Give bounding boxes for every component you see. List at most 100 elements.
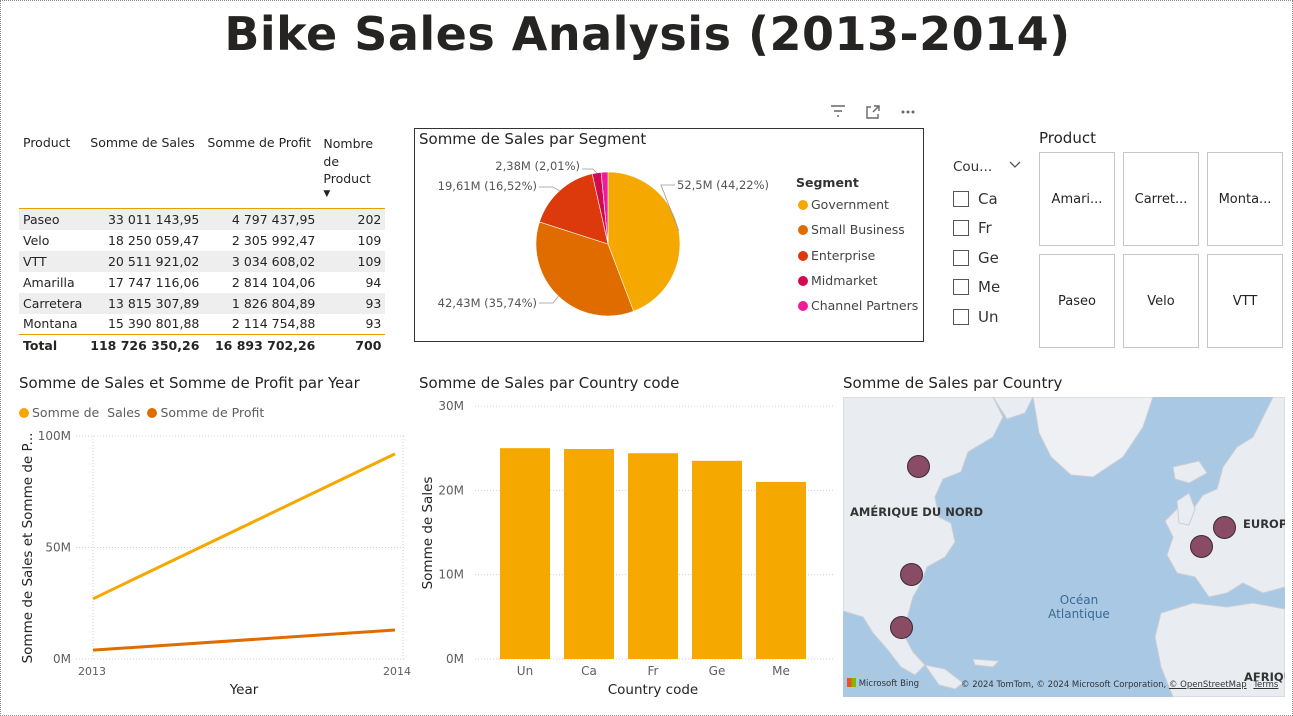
col-header-product[interactable]: Product bbox=[23, 135, 71, 150]
cell-count: 93 bbox=[365, 316, 382, 332]
col-header-sales[interactable]: Somme de Sales bbox=[90, 135, 195, 150]
table-row[interactable]: VTT 20 511 921,02 3 034 608,02 109 bbox=[19, 250, 386, 272]
cell-count: 94 bbox=[365, 274, 382, 290]
osm-link[interactable]: © OpenStreetMap bbox=[1168, 680, 1247, 690]
product-tile-label: Monta... bbox=[1218, 191, 1272, 207]
checkbox[interactable] bbox=[953, 220, 969, 237]
filter-icon[interactable] bbox=[830, 104, 846, 122]
map-bubble-france[interactable] bbox=[1190, 535, 1213, 558]
product-tile[interactable]: Paseo bbox=[1039, 254, 1115, 348]
slicer-item-me[interactable]: Me bbox=[953, 273, 1029, 303]
segment-pie-visual[interactable]: Somme de Sales par Segment 52,5M (44,22%… bbox=[414, 128, 924, 342]
col-header-profit[interactable]: Somme de Profit bbox=[207, 135, 312, 150]
bing-logo: Microsoft Bing bbox=[847, 678, 919, 689]
bar-chart-title: Somme de Sales par Country code bbox=[419, 374, 680, 392]
map-label-europe: EUROPE bbox=[1243, 517, 1285, 531]
pie-legend-title: Segment bbox=[796, 175, 859, 190]
bar-ca[interactable] bbox=[564, 449, 614, 659]
slicer-item-label: Fr bbox=[978, 219, 992, 238]
checkbox[interactable] bbox=[953, 190, 969, 207]
bar-fr[interactable] bbox=[628, 453, 678, 659]
line-series-sales[interactable] bbox=[92, 452, 396, 601]
legend-item-sales[interactable]: Somme de Sales bbox=[19, 405, 140, 420]
legend-item-small-business[interactable]: Small Business bbox=[798, 222, 918, 247]
map-label-ocean: Océan Atlantique bbox=[1048, 593, 1110, 621]
terms-link[interactable]: Terms bbox=[1253, 680, 1279, 690]
product-tile-label: Carret... bbox=[1134, 191, 1188, 207]
more-options-icon[interactable] bbox=[900, 104, 916, 124]
legend-item-profit[interactable]: Somme de Profit bbox=[147, 405, 264, 420]
line-chart[interactable]: 0M 50M 100M 2013 2014 Year Somme de Sales et S… bbox=[1, 421, 411, 711]
legend-item-midmarket[interactable]: Midmarket bbox=[798, 273, 918, 298]
legend-dot bbox=[798, 250, 808, 261]
slicer-item-fr[interactable]: Fr bbox=[953, 214, 1029, 244]
product-tile[interactable]: Monta... bbox=[1207, 152, 1283, 246]
pie-leader-line bbox=[539, 186, 560, 192]
cell-product: Paseo bbox=[19, 208, 87, 230]
bar-me[interactable] bbox=[756, 481, 806, 659]
table-row[interactable]: Amarilla 17 747 116,06 2 814 104,06 94 bbox=[19, 272, 385, 293]
pie-leader-line bbox=[660, 184, 680, 232]
bar-chart[interactable]: 0M 10M 20M 30M Un Ca Fr Ge Me Country code Somme d… bbox=[411, 393, 841, 703]
x-tick-label: 2013 bbox=[78, 665, 106, 678]
y-tick-label: 30M bbox=[438, 399, 464, 413]
cell-product: Carretera bbox=[19, 292, 87, 314]
chevron-down-icon[interactable] bbox=[1009, 157, 1021, 173]
legend-item-enterprise[interactable]: Enterprise bbox=[798, 248, 918, 273]
cell-count: 202 bbox=[319, 208, 386, 230]
x-tick-label: Ca bbox=[581, 664, 597, 678]
bar-ge[interactable] bbox=[692, 460, 742, 659]
checkbox[interactable] bbox=[953, 308, 969, 325]
col-header-count[interactable]: Nombre de Product ▼ bbox=[323, 136, 374, 199]
total-profit: 16 893 702,26 bbox=[203, 334, 320, 357]
cell-product: Amarilla bbox=[23, 274, 75, 290]
y-tick-label: 20M bbox=[438, 483, 464, 497]
product-tile[interactable]: Velo bbox=[1123, 254, 1199, 348]
slicer-item-ca[interactable]: Ca bbox=[953, 184, 1029, 214]
product-tile-label: VTT bbox=[1232, 293, 1258, 309]
map-bubble-mexico[interactable] bbox=[890, 616, 913, 639]
pie-chart[interactable]: 52,5M (44,22%) 42,43M (35,74%) 19,61M (16,… bbox=[415, 129, 925, 343]
sort-desc-icon[interactable]: ▼ bbox=[323, 188, 331, 199]
focus-mode-icon[interactable] bbox=[865, 104, 881, 124]
table-row[interactable]: Paseo 33 011 143,95 4 797 437,95 202 bbox=[19, 208, 386, 230]
slicer-item-un[interactable]: Un bbox=[953, 302, 1029, 332]
pie-slice-small-business[interactable] bbox=[535, 221, 634, 317]
slicer-item-ge[interactable]: Ge bbox=[953, 243, 1029, 273]
product-tile-label: Amari... bbox=[1051, 191, 1103, 207]
pie-slice-enterprise[interactable] bbox=[539, 173, 609, 245]
product-tile[interactable]: Carret... bbox=[1123, 152, 1199, 246]
bar-un[interactable] bbox=[500, 448, 550, 659]
cell-profit: 3 034 608,02 bbox=[203, 250, 320, 272]
cell-profit: 2 814 104,06 bbox=[231, 274, 316, 290]
legend-item-government[interactable]: Government bbox=[798, 197, 918, 222]
product-tile[interactable]: Amari... bbox=[1039, 152, 1115, 246]
product-table: Product Somme de Sales Somme de Profit N… bbox=[19, 135, 386, 357]
map-bubble-germany[interactable] bbox=[1213, 516, 1236, 539]
slicer-item-label: Ge bbox=[978, 248, 999, 267]
map-basemap bbox=[843, 397, 1285, 697]
cell-profit: 2 305 992,47 bbox=[231, 232, 316, 248]
cell-profit: 1 826 804,89 bbox=[203, 292, 320, 314]
y-tick-label: 50M bbox=[45, 541, 71, 555]
country-map[interactable]: AMÉRIQUE DU NORD EUROPE AFRIQU Océan Atl… bbox=[843, 397, 1285, 697]
cell-sales: 18 250 059,47 bbox=[107, 232, 200, 248]
pie-data-label: 2,38M (2,01%) bbox=[495, 159, 580, 173]
legend-dot bbox=[798, 275, 808, 286]
checkbox[interactable] bbox=[953, 249, 969, 266]
cell-product: Velo bbox=[23, 232, 50, 248]
line-series-profit[interactable] bbox=[92, 628, 396, 652]
pie-slice-channel-partners[interactable] bbox=[600, 171, 609, 245]
product-tile[interactable]: VTT bbox=[1207, 254, 1283, 348]
cell-sales: 17 747 116,06 bbox=[107, 274, 200, 290]
checkbox[interactable] bbox=[953, 279, 969, 296]
map-bubble-canada[interactable] bbox=[907, 455, 930, 478]
table-row[interactable]: Montana 15 390 801,88 2 114 754,88 93 bbox=[19, 314, 385, 335]
legend-item-channel-partners[interactable]: Channel Partners bbox=[798, 298, 918, 323]
x-tick-label: Ge bbox=[709, 664, 726, 678]
map-bubble-united-states[interactable] bbox=[900, 563, 923, 586]
cell-profit: 4 797 437,95 bbox=[203, 208, 320, 230]
product-slicer-title: Product bbox=[1039, 129, 1096, 147]
table-row[interactable]: Velo 18 250 059,47 2 305 992,47 109 bbox=[19, 230, 385, 251]
table-row[interactable]: Carretera 13 815 307,89 1 826 804,89 93 bbox=[19, 292, 386, 314]
